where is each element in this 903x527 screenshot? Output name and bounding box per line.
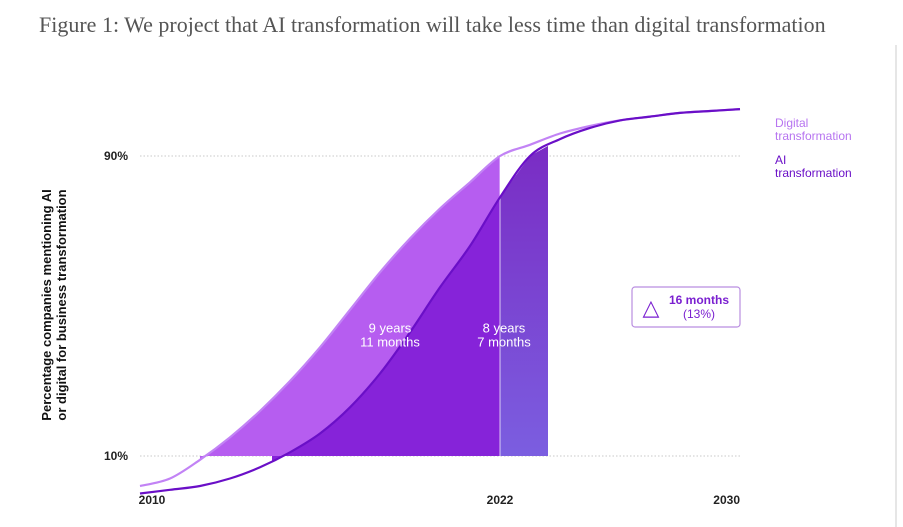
- legend-label: Digital: [775, 116, 808, 130]
- annotation-label: 7 months: [477, 334, 531, 349]
- ai-line: [139, 108, 741, 495]
- x-tick-label: 2022: [487, 493, 514, 507]
- gap-area: [500, 145, 548, 456]
- legend-label: transformation: [775, 166, 852, 180]
- annotation-label: 8 years: [483, 320, 526, 335]
- y-tick-label: 90%: [104, 149, 128, 163]
- legend-label: AI: [775, 153, 786, 167]
- figure-title: Figure 1: We project that AI transformat…: [39, 12, 826, 37]
- callout-box: [631, 286, 741, 328]
- annotation-label: 9 years: [369, 320, 412, 335]
- delta-icon: △: [643, 296, 660, 321]
- frame-divider: [895, 45, 897, 527]
- x-tick-label: 2030: [713, 493, 740, 507]
- annotation-label: 11 months: [360, 334, 420, 349]
- x-tick-label: 2010: [139, 493, 166, 507]
- ai-area: [272, 197, 500, 462]
- callout-text: (13%): [683, 307, 715, 321]
- y-tick-label: 10%: [104, 449, 128, 463]
- callout-text: 16 months: [669, 293, 729, 307]
- legend-label: transformation: [775, 129, 852, 143]
